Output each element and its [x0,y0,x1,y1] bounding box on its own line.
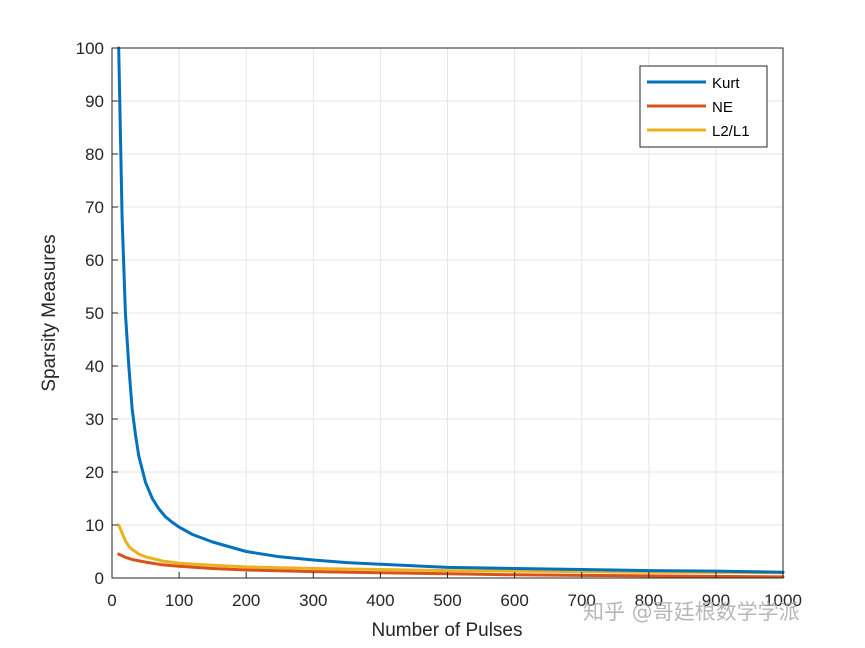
series-line-l2-l1 [117,523,785,575]
y-tick-label: 80 [85,145,104,164]
x-axis-label: Number of Pulses [371,620,522,641]
x-tick-label: 400 [366,591,394,610]
y-tick-label: 30 [85,410,104,429]
legend-label-l2-l1: L2/L1 [712,123,750,140]
x-tick-label: 1000 [764,591,802,610]
x-tick-label: 100 [165,591,193,610]
y-tick-label: 50 [85,304,104,323]
series-line-kurt [117,46,785,574]
x-tick-label: 0 [107,591,116,610]
y-tick-label: 40 [85,357,104,376]
y-tick-label: 60 [85,251,104,270]
y-tick-label: 20 [85,463,104,482]
x-tick-labels: 0 100 200 300 400 500 600 700 800 900 1000 [107,572,802,610]
legend-label-kurt: Kurt [712,75,740,92]
legend: Kurt NE L2/L1 [639,65,768,148]
y-tick-label: 70 [85,198,104,217]
series-layer [117,46,785,579]
series-line-ne [117,552,785,579]
y-tick-label: 90 [85,92,104,111]
x-tick-label: 700 [568,591,596,610]
y-tick-label: 10 [85,516,104,535]
x-tick-label: 300 [299,591,327,610]
x-tick-label: 500 [433,591,461,610]
watermark-text: 知乎 @哥廷根数学学派 [583,600,800,624]
y-tick-labels: 0 10 20 30 40 50 60 70 80 90 100 [76,39,118,588]
x-tick-label: 900 [702,591,730,610]
y-tick-label: 100 [76,39,104,58]
x-tick-label: 200 [232,591,260,610]
x-tick-label: 600 [500,591,528,610]
y-axis-label: Sparsity Measures [39,234,60,391]
y-tick-label: 0 [95,569,104,588]
legend-label-ne: NE [712,99,733,116]
x-tick-label: 800 [635,591,663,610]
